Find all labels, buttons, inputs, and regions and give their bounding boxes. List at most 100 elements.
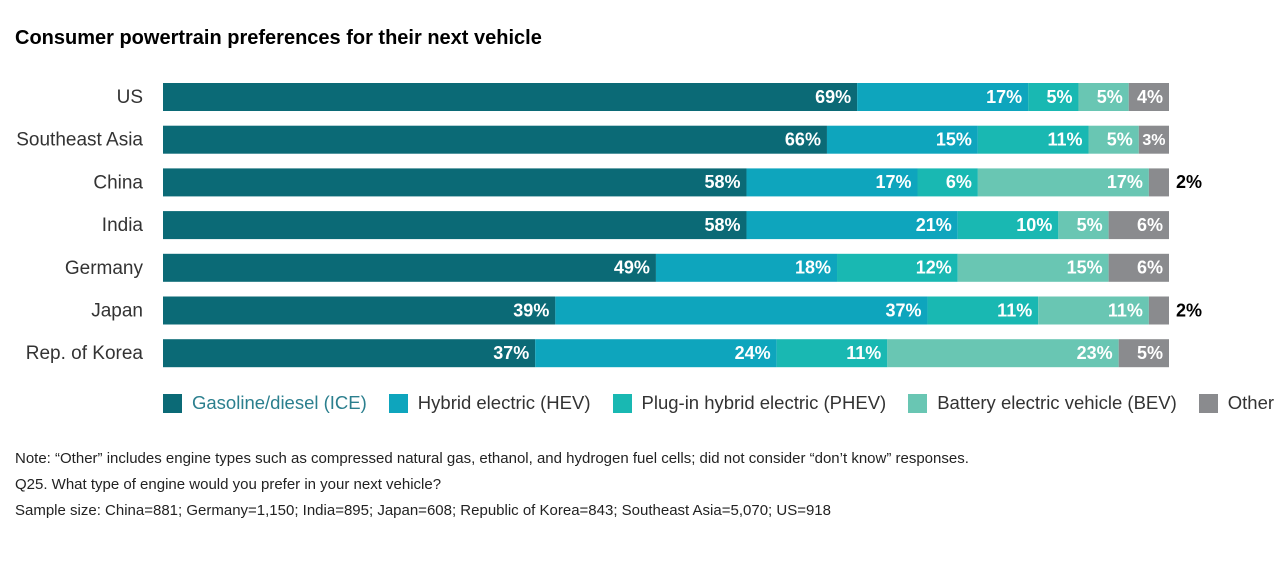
bar-segment-plug-in-hybrid-electric-phev bbox=[917, 168, 978, 197]
legend-label: Battery electric vehicle (BEV) bbox=[937, 392, 1177, 413]
value-label: 6% bbox=[1137, 258, 1163, 278]
value-label: 58% bbox=[704, 172, 740, 192]
bar-segment-gasoline-diesel-ice bbox=[163, 296, 556, 325]
value-label: 6% bbox=[946, 172, 972, 192]
value-label: 5% bbox=[1137, 343, 1163, 363]
bar-segment-battery-electric-vehicle-bev bbox=[1088, 125, 1139, 154]
value-label: 11% bbox=[1108, 300, 1143, 320]
bar-row-rep-of-korea: Rep. of Korea 37% 24% 11% 23% 5% bbox=[26, 339, 1169, 368]
category-label: US bbox=[117, 87, 143, 108]
legend-swatch bbox=[388, 393, 408, 413]
bar-segment-plug-in-hybrid-electric-phev bbox=[776, 339, 888, 368]
value-label: 21% bbox=[916, 215, 952, 235]
value-label: 37% bbox=[886, 300, 922, 320]
category-label: Southeast Asia bbox=[16, 130, 143, 151]
legend-label: Plug-in hybrid electric (PHEV) bbox=[641, 392, 887, 413]
value-label: 11% bbox=[1047, 129, 1082, 149]
bar-segment-hybrid-electric-hev bbox=[555, 296, 928, 325]
bar-segment-hybrid-electric-hev bbox=[535, 339, 777, 368]
bar-row-germany: Germany 49% 18% 12% 15% 6% bbox=[65, 253, 1169, 282]
value-label: 5% bbox=[1107, 129, 1133, 149]
bar-segment-hybrid-electric-hev bbox=[655, 253, 838, 282]
category-label: India bbox=[102, 215, 144, 236]
legend-item-plug-in-hybrid-electric-phev: Plug-in hybrid electric (PHEV) bbox=[612, 392, 887, 414]
value-label: 2% bbox=[1176, 300, 1202, 320]
bar-segment-gasoline-diesel-ice bbox=[163, 83, 858, 111]
category-label: Japan bbox=[91, 301, 143, 322]
bar-segment-other bbox=[1108, 211, 1169, 240]
bar-segment-battery-electric-vehicle-bev bbox=[1078, 83, 1129, 111]
value-label: 15% bbox=[1067, 258, 1103, 278]
value-label: 69% bbox=[815, 87, 851, 107]
bar-segment-gasoline-diesel-ice bbox=[163, 339, 536, 368]
value-label: 17% bbox=[1107, 172, 1143, 192]
bar-segment-other bbox=[1138, 125, 1169, 154]
bar-segment-battery-electric-vehicle-bev bbox=[957, 253, 1109, 282]
bar-segment-gasoline-diesel-ice bbox=[163, 125, 827, 154]
value-label: 5% bbox=[1077, 215, 1103, 235]
bar-row-southeast-asia: Southeast Asia 66% 15% 11% 5% 3% bbox=[16, 125, 1169, 154]
bar-segment-plug-in-hybrid-electric-phev bbox=[957, 211, 1059, 240]
value-label: 15% bbox=[936, 129, 972, 149]
legend-label: Gasoline/diesel (ICE) bbox=[192, 392, 367, 413]
value-label: 12% bbox=[916, 258, 952, 278]
note-question: Q25. What type of engine would you prefe… bbox=[15, 476, 442, 493]
bar-segment-plug-in-hybrid-electric-phev bbox=[977, 125, 1089, 154]
bar-row-us: US 69% 17% 5% 5% 4% bbox=[117, 83, 1169, 111]
bar-segment-battery-electric-vehicle-bev bbox=[1058, 211, 1109, 240]
category-label: Germany bbox=[65, 258, 144, 279]
legend-swatch bbox=[612, 393, 632, 413]
legend-item-other: Other bbox=[1198, 392, 1275, 414]
value-label: 17% bbox=[986, 87, 1022, 107]
bar-segment-hybrid-electric-hev bbox=[826, 125, 978, 154]
legend-label: Other bbox=[1227, 392, 1275, 413]
bar-row-japan: Japan 39% 37% 11% 11% 2% bbox=[91, 296, 1202, 325]
value-label: 37% bbox=[493, 343, 529, 363]
legend-swatch bbox=[908, 393, 928, 413]
bar-segment-battery-electric-vehicle-bev bbox=[887, 339, 1119, 368]
legend-item-gasoline-diesel-ice: Gasoline/diesel (ICE) bbox=[163, 392, 367, 414]
notes: Note: “Other” includes engine types such… bbox=[15, 446, 969, 524]
value-label: 2% bbox=[1176, 172, 1202, 192]
value-label: 18% bbox=[795, 258, 831, 278]
chart-title: Consumer powertrain preferences for thei… bbox=[15, 27, 542, 49]
bar-segment-gasoline-diesel-ice bbox=[163, 211, 747, 240]
category-label: China bbox=[93, 172, 143, 193]
bar-segment-other bbox=[1148, 168, 1169, 197]
stacked-bar-chart: US 69% 17% 5% 5% 4% Southeast Asia 66% 15% 11% 5% 3… bbox=[16, 83, 1202, 368]
bar-segment-hybrid-electric-hev bbox=[746, 211, 958, 240]
value-label: 66% bbox=[785, 129, 821, 149]
bar-segment-gasoline-diesel-ice bbox=[163, 253, 656, 282]
value-label: 24% bbox=[735, 343, 771, 363]
value-label: 4% bbox=[1137, 87, 1163, 107]
category-label: Rep. of Korea bbox=[26, 343, 144, 364]
value-label: 39% bbox=[513, 300, 549, 320]
note-other-definition: Note: “Other” includes engine types such… bbox=[15, 450, 969, 467]
value-label: 11% bbox=[997, 300, 1032, 320]
bar-segment-plug-in-hybrid-electric-phev bbox=[1028, 83, 1079, 111]
value-label: 17% bbox=[875, 172, 911, 192]
legend-swatch bbox=[163, 393, 182, 413]
bar-segment-gasoline-diesel-ice bbox=[163, 168, 747, 197]
legend-item-battery-electric-vehicle-bev: Battery electric vehicle (BEV) bbox=[908, 392, 1177, 414]
legend: Gasoline/diesel (ICE) Hybrid electric (HE… bbox=[163, 390, 1274, 416]
legend-label: Hybrid electric (HEV) bbox=[417, 392, 591, 413]
value-label: 5% bbox=[1046, 87, 1072, 107]
legend-item-hybrid-electric-hev: Hybrid electric (HEV) bbox=[388, 392, 591, 414]
value-label: 11% bbox=[846, 343, 881, 363]
bar-segment-other bbox=[1148, 296, 1169, 325]
bar-segment-other bbox=[1108, 253, 1169, 282]
value-label: 23% bbox=[1077, 343, 1113, 363]
value-label: 5% bbox=[1097, 87, 1123, 107]
bar-segment-hybrid-electric-hev bbox=[746, 168, 918, 197]
bar-segment-battery-electric-vehicle-bev bbox=[977, 168, 1149, 197]
bar-segment-hybrid-electric-hev bbox=[857, 83, 1029, 111]
bar-segment-other bbox=[1128, 83, 1169, 111]
value-label: 58% bbox=[704, 215, 740, 235]
value-label: 3% bbox=[1142, 132, 1165, 149]
bar-row-india: India 58% 21% 10% 5% 6% bbox=[102, 211, 1169, 240]
bar-row-china: China 58% 17% 6% 17% 2% bbox=[93, 168, 1202, 197]
bar-segment-plug-in-hybrid-electric-phev bbox=[927, 296, 1039, 325]
bar-segment-plug-in-hybrid-electric-phev bbox=[837, 253, 958, 282]
note-sample-size: Sample size: China=881; Germany=1,150; I… bbox=[15, 502, 831, 519]
